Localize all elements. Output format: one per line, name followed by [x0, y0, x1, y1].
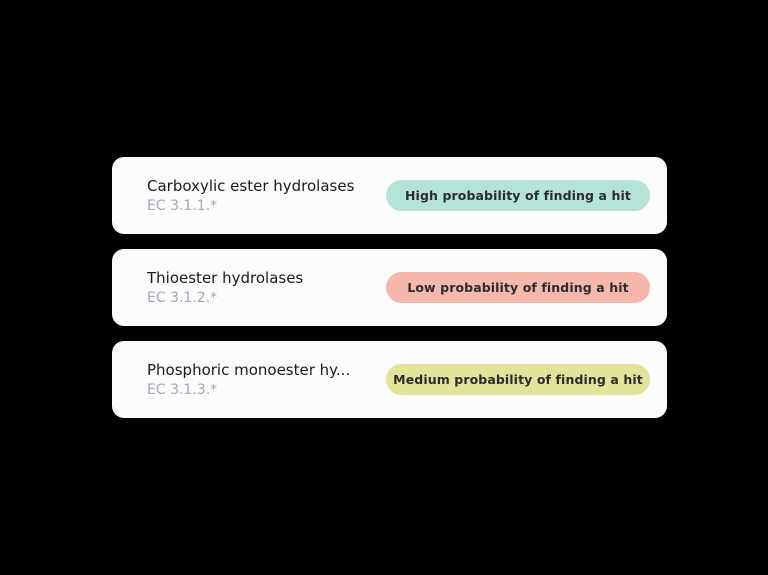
enzyme-class-code: EC 3.1.2.*: [147, 290, 218, 306]
enzyme-class-card[interactable]: Thioester hydrolases EC 3.1.2.* Low prob…: [112, 249, 667, 326]
enzyme-class-card[interactable]: Phosphoric monoester hy... EC 3.1.3.* Me…: [112, 341, 667, 418]
probability-badge-medium: Medium probability of finding a hit: [386, 364, 650, 395]
enzyme-class-code: EC 3.1.1.*: [147, 198, 218, 214]
probability-badge-low: Low probability of finding a hit: [386, 272, 650, 303]
enzyme-class-name: Carboxylic ester hydrolases: [147, 177, 355, 195]
enzyme-class-card[interactable]: Carboxylic ester hydrolases EC 3.1.1.* H…: [112, 157, 667, 234]
enzyme-class-name: Phosphoric monoester hy...: [147, 361, 351, 379]
enzyme-class-code: EC 3.1.3.*: [147, 382, 218, 398]
enzyme-class-name: Thioester hydrolases: [147, 269, 304, 287]
probability-badge-high: High probability of finding a hit: [386, 180, 650, 211]
